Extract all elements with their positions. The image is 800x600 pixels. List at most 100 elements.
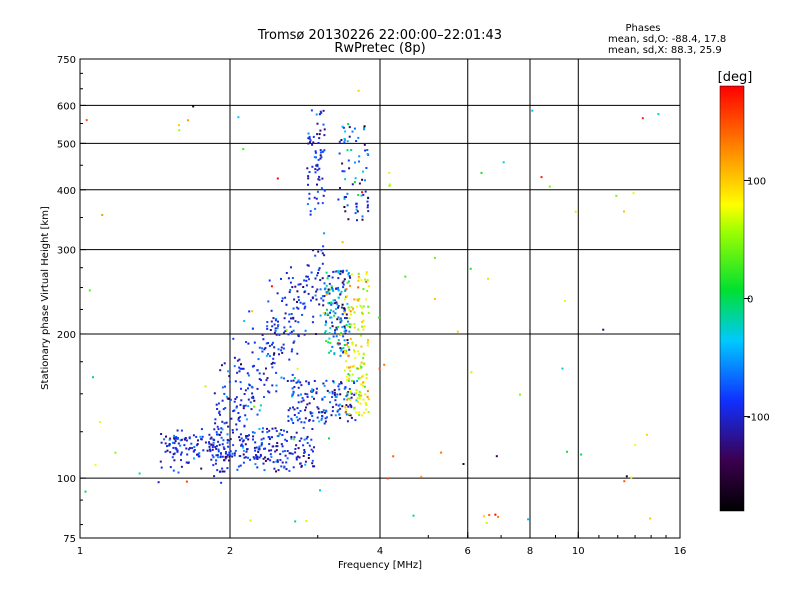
- data-point: [339, 272, 342, 275]
- data-point: [234, 449, 237, 452]
- data-point: [297, 379, 300, 382]
- y-tick-label: 200: [57, 330, 76, 341]
- data-point: [271, 325, 274, 328]
- data-point: [264, 459, 267, 462]
- data-point: [495, 455, 498, 458]
- data-point: [350, 149, 353, 151]
- data-point: [245, 435, 247, 438]
- data-point: [358, 182, 361, 185]
- data-point: [225, 395, 228, 398]
- y-tick-label: 75: [63, 534, 76, 545]
- data-point: [293, 386, 296, 388]
- data-point: [286, 450, 289, 452]
- data-point: [262, 437, 265, 440]
- data-point: [176, 450, 179, 453]
- data-point: [358, 276, 361, 279]
- data-point: [342, 283, 345, 286]
- data-point: [355, 202, 358, 205]
- data-point: [247, 456, 249, 459]
- data-point: [188, 436, 191, 439]
- data-point: [280, 376, 283, 379]
- data-point: [297, 394, 300, 397]
- data-point: [241, 445, 244, 447]
- data-point: [333, 393, 336, 396]
- data-point: [337, 277, 340, 280]
- data-point: [325, 379, 328, 382]
- data-point: [307, 175, 310, 178]
- data-point: [218, 412, 221, 414]
- data-point: [180, 438, 183, 441]
- data-point: [322, 194, 325, 197]
- data-point: [324, 417, 327, 420]
- data-point: [311, 321, 314, 324]
- data-point: [347, 306, 350, 309]
- data-point: [331, 392, 334, 395]
- data-point: [304, 463, 307, 466]
- data-point: [261, 347, 263, 350]
- data-point: [242, 449, 245, 452]
- data-point: [198, 455, 201, 458]
- data-point: [367, 210, 370, 213]
- data-point: [243, 320, 246, 322]
- data-point: [276, 435, 279, 438]
- data-point: [317, 178, 320, 181]
- data-point: [268, 449, 271, 452]
- data-point: [367, 285, 370, 288]
- data-point: [265, 379, 268, 382]
- data-point: [259, 453, 262, 456]
- data-point: [346, 393, 349, 396]
- data-point: [286, 430, 289, 433]
- data-point: [291, 419, 294, 422]
- data-point: [339, 403, 342, 406]
- data-point: [340, 306, 343, 309]
- data-point: [258, 409, 261, 412]
- data-point: [328, 391, 331, 394]
- data-point: [347, 273, 350, 276]
- data-point: [281, 351, 284, 354]
- data-point: [320, 249, 323, 252]
- data-point: [314, 277, 317, 280]
- data-point: [315, 387, 318, 390]
- data-point: [271, 384, 274, 387]
- data-point: [350, 406, 353, 409]
- data-point: [304, 417, 307, 420]
- data-point: [361, 306, 364, 309]
- data-point: [355, 305, 358, 308]
- data-point: [326, 312, 329, 315]
- data-point: [326, 308, 328, 311]
- data-point: [362, 353, 365, 356]
- data-point: [307, 454, 310, 456]
- data-point: [386, 477, 389, 480]
- data-point: [226, 441, 229, 444]
- data-point: [293, 340, 296, 343]
- data-point: [252, 397, 255, 400]
- data-point: [340, 290, 343, 293]
- data-point: [278, 353, 280, 356]
- data-point: [209, 450, 212, 453]
- data-point: [306, 395, 309, 398]
- data-point: [338, 383, 341, 386]
- data-point: [316, 169, 319, 172]
- data-point: [342, 126, 345, 129]
- data-point: [180, 429, 183, 432]
- data-point: [292, 307, 295, 310]
- data-point: [303, 291, 306, 294]
- data-point: [267, 300, 270, 303]
- data-point: [310, 109, 313, 112]
- data-point: [346, 325, 349, 328]
- data-point: [246, 435, 249, 437]
- data-point: [502, 161, 505, 164]
- data-point: [347, 397, 350, 400]
- data-point: [272, 461, 275, 464]
- data-point: [527, 518, 530, 521]
- data-point: [264, 447, 267, 450]
- data-point: [346, 420, 349, 423]
- data-point: [328, 351, 331, 354]
- data-point: [329, 327, 332, 330]
- data-point: [332, 335, 335, 338]
- data-point: [275, 460, 278, 463]
- data-point: [345, 360, 348, 363]
- data-point: [331, 406, 334, 409]
- data-point: [180, 465, 183, 468]
- data-point: [206, 449, 209, 452]
